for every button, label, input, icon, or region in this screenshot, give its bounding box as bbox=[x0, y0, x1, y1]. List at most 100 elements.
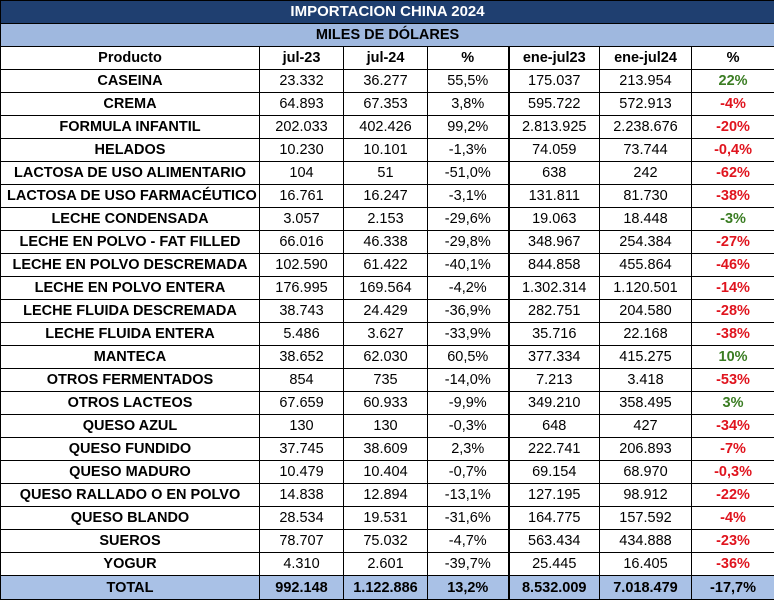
table-row: YOGUR 4.310 2.601 -39,7% 25.445 16.405 -36% bbox=[0, 552, 774, 576]
value-jul23: 66.016 bbox=[259, 230, 344, 254]
product-name: LECHE EN POLVO - FAT FILLED bbox=[0, 230, 260, 254]
value-jul23: 14.838 bbox=[259, 483, 344, 507]
table-row: QUESO BLANDO 28.534 19.531 -31,6% 164.775 157… bbox=[0, 506, 774, 530]
value-jul24: 46.338 bbox=[343, 230, 428, 254]
value-jul23: 10.479 bbox=[259, 460, 344, 484]
value-enejul23: 127.195 bbox=[507, 483, 600, 507]
product-name: LECHE EN POLVO DESCREMADA bbox=[0, 253, 260, 277]
value-enejul24: 242 bbox=[599, 161, 692, 185]
value-jul23: 67.659 bbox=[259, 391, 344, 415]
table-row: OTROS FERMENTADOS 854 735 -14,0% 7.213 3.418-… bbox=[0, 368, 774, 392]
pct-change: -40,1% bbox=[427, 253, 509, 277]
value-jul24: 61.422 bbox=[343, 253, 428, 277]
pct-change: -39,7% bbox=[427, 552, 509, 576]
pct-change: -31,6% bbox=[427, 506, 509, 530]
pct-change-ytd: -36% bbox=[690, 552, 774, 576]
value-enejul23: 844.858 bbox=[507, 253, 600, 277]
table-row: LECHE FLUIDA ENTERA 5.486 3.627 -33,9% 35.71… bbox=[0, 322, 774, 346]
value-jul23: 78.707 bbox=[259, 529, 344, 553]
value-jul24: 402.426 bbox=[343, 115, 428, 139]
value-jul24: 19.531 bbox=[343, 506, 428, 530]
total-pct-ytd: -17,7% bbox=[690, 575, 774, 600]
value-enejul24: 157.592 bbox=[599, 506, 692, 530]
product-name: LECHE EN POLVO ENTERA bbox=[0, 276, 260, 300]
pct-change-ytd: -7% bbox=[690, 437, 774, 461]
value-jul23: 28.534 bbox=[259, 506, 344, 530]
value-jul23: 202.033 bbox=[259, 115, 344, 139]
value-enejul24: 16.405 bbox=[599, 552, 692, 576]
pct-change: -29,8% bbox=[427, 230, 509, 254]
header-enejul23: ene-jul23 bbox=[507, 46, 600, 70]
table-row: LACTOSA DE USO ALIMENTARIO 104 51 -51,0% 638… bbox=[0, 161, 774, 185]
pct-change-ytd: 3% bbox=[690, 391, 774, 415]
pct-change-ytd: -34% bbox=[690, 414, 774, 438]
value-enejul23: 164.775 bbox=[507, 506, 600, 530]
pct-change: -51,0% bbox=[427, 161, 509, 185]
value-enejul23: 69.154 bbox=[507, 460, 600, 484]
value-jul24: 130 bbox=[343, 414, 428, 438]
value-enejul24: 1.120.501 bbox=[599, 276, 692, 300]
product-name: LACTOSA DE USO FARMACÉUTICO bbox=[0, 184, 260, 208]
pct-change: 2,3% bbox=[427, 437, 509, 461]
pct-change-ytd: -3% bbox=[690, 207, 774, 231]
table-row: LECHE EN POLVO ENTERA 176.995 169.564 -4,2%… bbox=[0, 276, 774, 300]
table-row: LECHE EN POLVO - FAT FILLED 66.016 46.338-… bbox=[0, 230, 774, 254]
pct-change: 60,5% bbox=[427, 345, 509, 369]
value-enejul23: 638 bbox=[507, 161, 600, 185]
pct-change-ytd: -14% bbox=[690, 276, 774, 300]
table-row: HELADOS 10.230 10.101 -1,3% 74.059 73.744 -0,4… bbox=[0, 138, 774, 162]
value-enejul24: 22.168 bbox=[599, 322, 692, 346]
value-jul23: 5.486 bbox=[259, 322, 344, 346]
product-name: LECHE FLUIDA DESCREMADA bbox=[0, 299, 260, 323]
value-enejul23: 7.213 bbox=[507, 368, 600, 392]
header-pct: % bbox=[427, 46, 509, 70]
total-enejul23: 8.532.009 bbox=[507, 575, 600, 600]
value-jul24: 62.030 bbox=[343, 345, 428, 369]
value-enejul24: 206.893 bbox=[599, 437, 692, 461]
table-row: QUESO MADURO 10.479 10.404 -0,7% 69.154 68.97… bbox=[0, 460, 774, 484]
value-jul24: 38.609 bbox=[343, 437, 428, 461]
product-name: QUESO BLANDO bbox=[0, 506, 260, 530]
table-subtitle: MILES DE DÓLARES bbox=[0, 23, 774, 47]
value-jul24: 735 bbox=[343, 368, 428, 392]
value-enejul23: 35.716 bbox=[507, 322, 600, 346]
value-jul23: 38.652 bbox=[259, 345, 344, 369]
value-enejul24: 213.954 bbox=[599, 69, 692, 93]
pct-change: -29,6% bbox=[427, 207, 509, 231]
value-enejul24: 415.275 bbox=[599, 345, 692, 369]
pct-change: -9,9% bbox=[427, 391, 509, 415]
value-jul23: 16.761 bbox=[259, 184, 344, 208]
value-enejul23: 1.302.314 bbox=[507, 276, 600, 300]
pct-change-ytd: -46% bbox=[690, 253, 774, 277]
value-jul24: 169.564 bbox=[343, 276, 428, 300]
value-enejul24: 434.888 bbox=[599, 529, 692, 553]
value-jul23: 130 bbox=[259, 414, 344, 438]
value-jul24: 10.101 bbox=[343, 138, 428, 162]
pct-change: -0,7% bbox=[427, 460, 509, 484]
value-enejul24: 204.580 bbox=[599, 299, 692, 323]
header-enejul24: ene-jul24 bbox=[599, 46, 692, 70]
header-row: Producto jul-23 jul-24 % ene-jul23 ene-j… bbox=[0, 46, 774, 70]
total-jul24: 1.122.886 bbox=[343, 575, 428, 600]
value-jul24: 51 bbox=[343, 161, 428, 185]
value-jul23: 176.995 bbox=[259, 276, 344, 300]
pct-change-ytd: -20% bbox=[690, 115, 774, 139]
pct-change-ytd: 22% bbox=[690, 69, 774, 93]
table-row: OTROS LACTEOS 67.659 60.933 -9,9% 349.210 358… bbox=[0, 391, 774, 415]
product-name: LECHE CONDENSADA bbox=[0, 207, 260, 231]
total-pct: 13,2% bbox=[427, 575, 509, 600]
value-jul24: 3.627 bbox=[343, 322, 428, 346]
value-jul23: 104 bbox=[259, 161, 344, 185]
value-jul23: 4.310 bbox=[259, 552, 344, 576]
value-enejul23: 282.751 bbox=[507, 299, 600, 323]
pct-change: -4,7% bbox=[427, 529, 509, 553]
value-enejul24: 2.238.676 bbox=[599, 115, 692, 139]
value-enejul24: 73.744 bbox=[599, 138, 692, 162]
product-name: SUEROS bbox=[0, 529, 260, 553]
value-enejul23: 349.210 bbox=[507, 391, 600, 415]
value-jul23: 23.332 bbox=[259, 69, 344, 93]
value-enejul23: 563.434 bbox=[507, 529, 600, 553]
pct-change: 99,2% bbox=[427, 115, 509, 139]
